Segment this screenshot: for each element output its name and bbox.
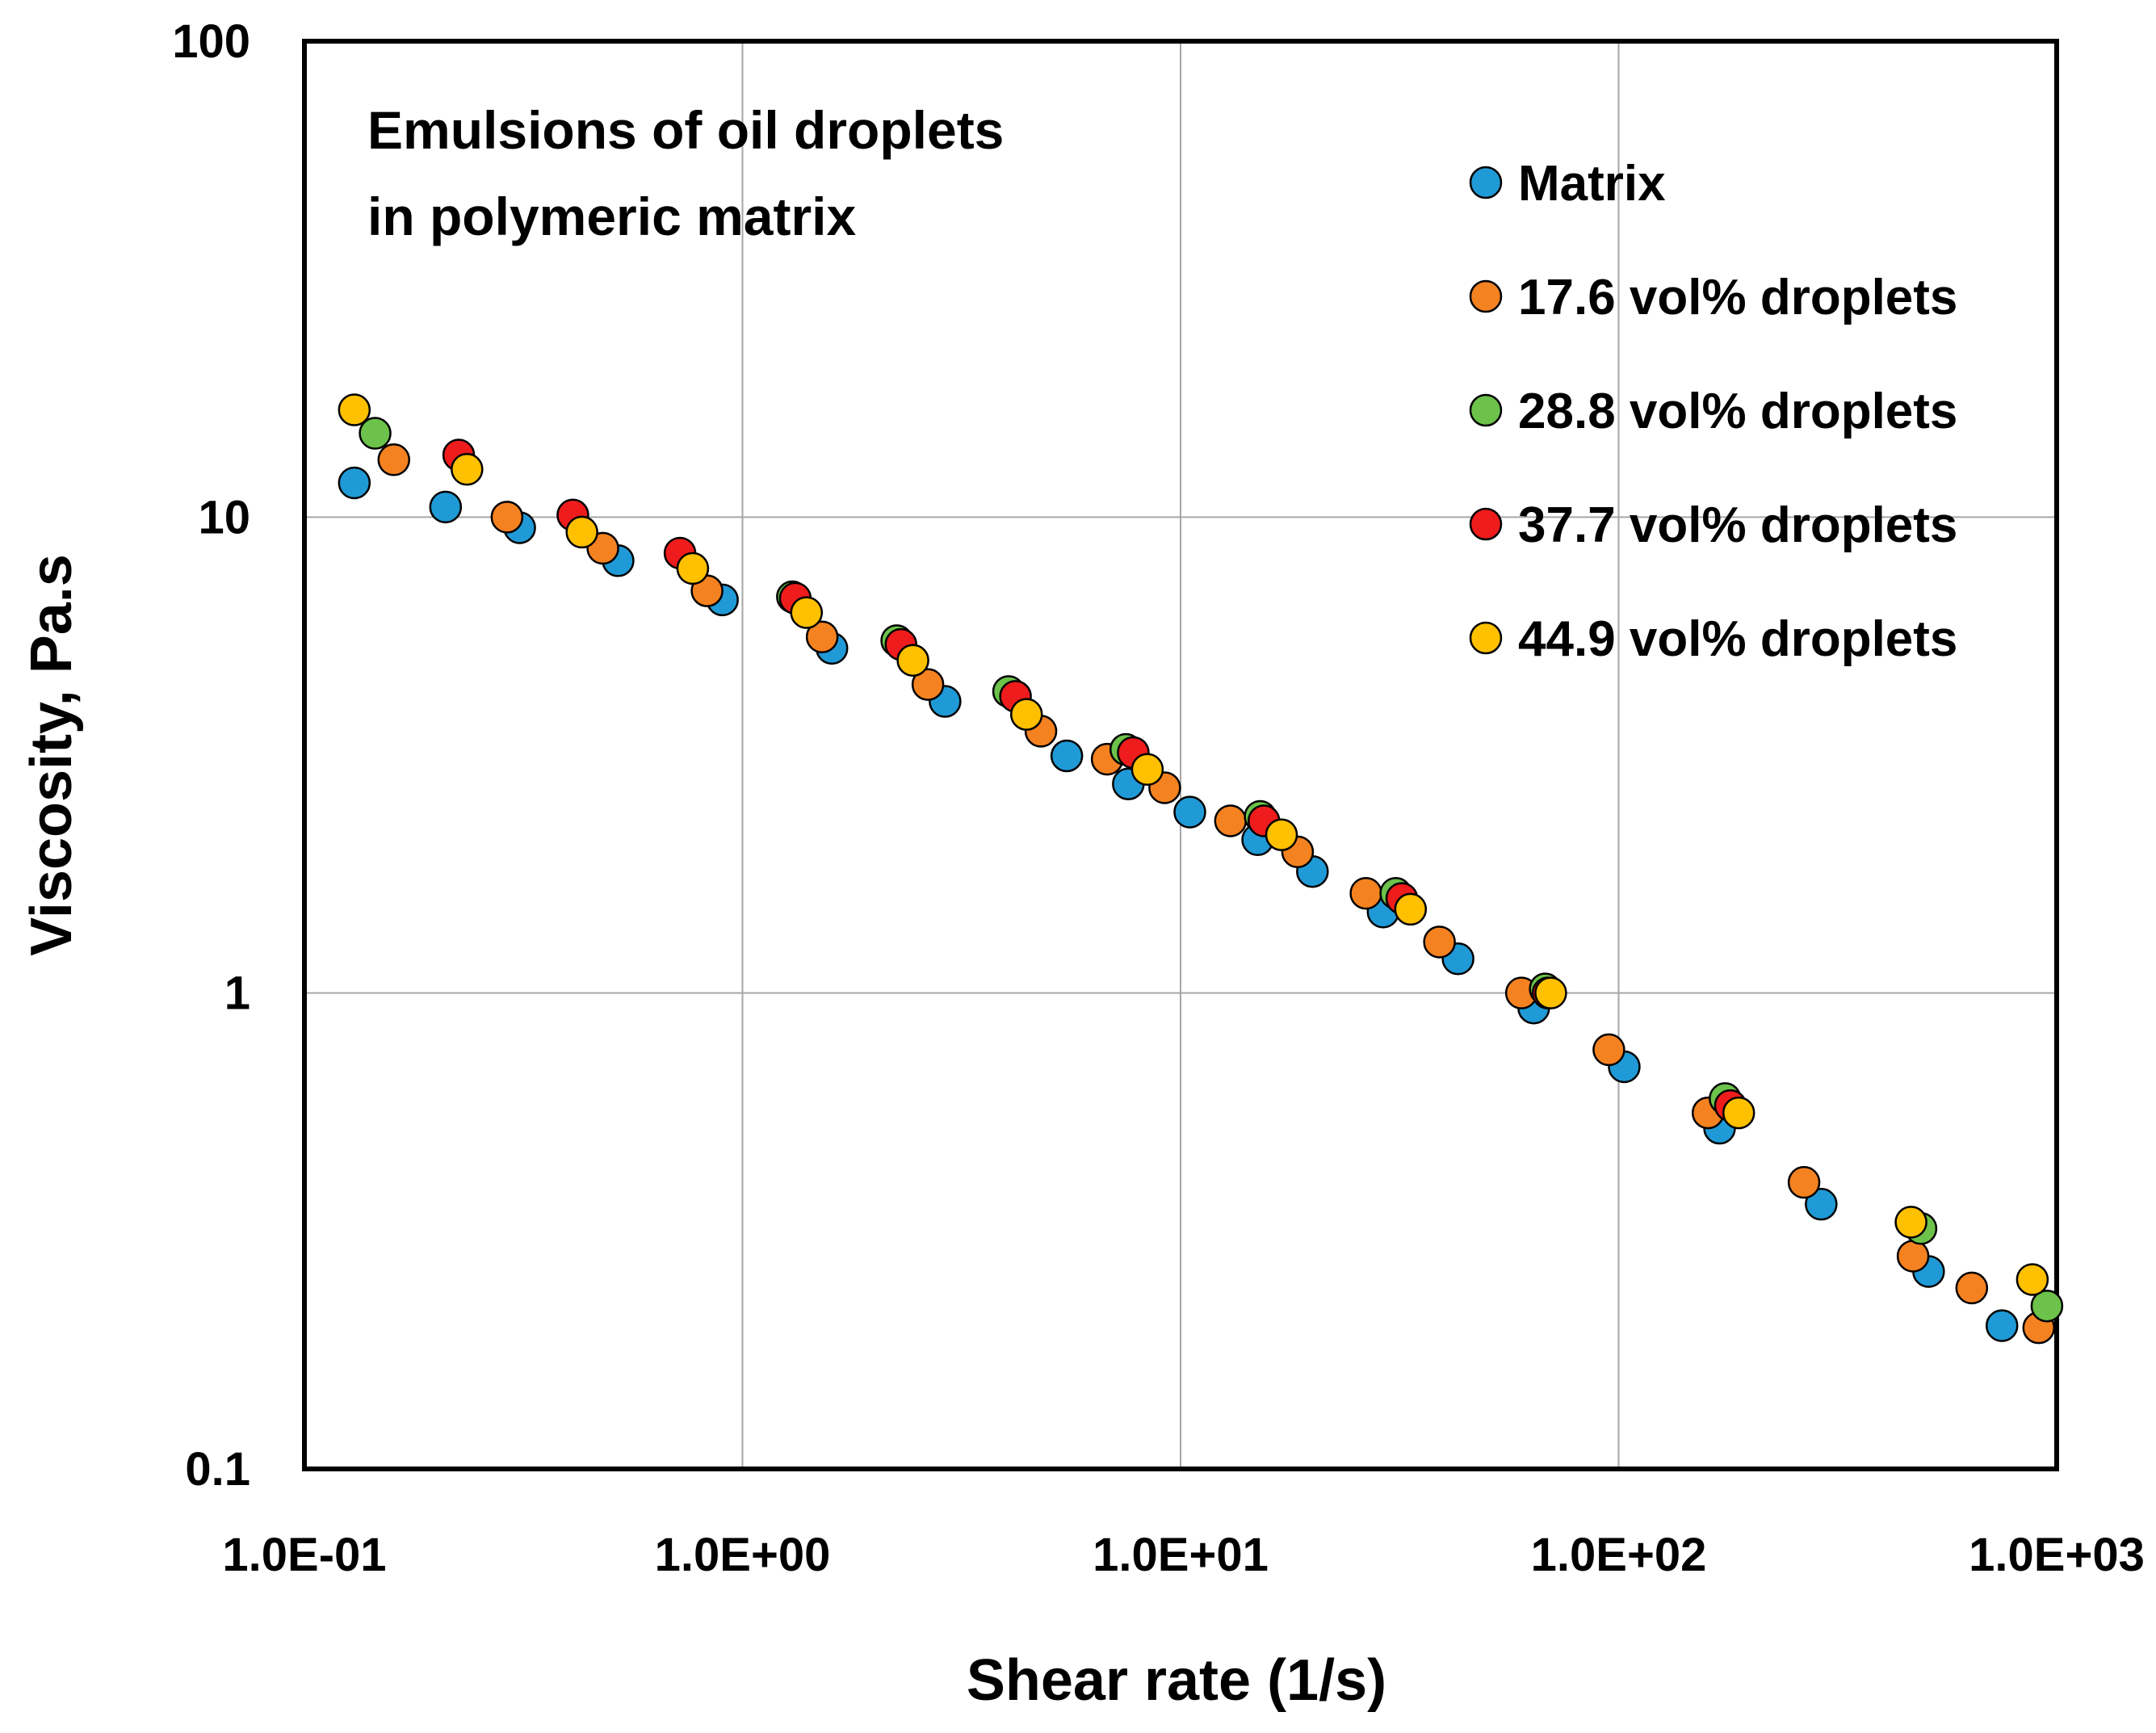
y-tick-label: 10 [198,491,250,543]
legend-label: 17.6 vol% droplets [1518,270,1957,325]
data-point [490,501,524,534]
data-point [1130,753,1164,787]
legend-marker [1469,507,1503,541]
data-point [451,452,484,486]
data-point [1214,804,1248,837]
y-tick-label: 1 [224,967,250,1020]
legend-marker [1469,166,1503,199]
x-tick-label: 1.0E+00 [655,1529,831,1581]
data-point [805,620,839,653]
legend-marker [1469,393,1503,427]
legend-marker [1469,279,1503,313]
data-points [338,393,2064,1345]
data-point [565,515,598,549]
legend-item: Matrix [1469,156,1666,212]
data-point [1805,1187,1838,1221]
legend-item: 44.9 vol% droplets [1469,611,1957,667]
data-point [1896,1240,1930,1273]
data-point [1173,795,1206,829]
x-tick-label: 1.0E+01 [1093,1529,1269,1581]
data-point [911,668,945,701]
legend-item: 17.6 vol% droplets [1469,270,1957,325]
data-point [2030,1289,2064,1323]
legend-label: 44.9 vol% droplets [1518,611,1957,667]
data-point [359,417,392,450]
series-44-9-vol-droplets [338,393,2049,1296]
data-point [2015,1263,2049,1296]
data-point [1722,1096,1755,1130]
x-tick-label: 1.0E+02 [1531,1529,1707,1581]
x-tick-label: 1.0E+03 [1969,1529,2145,1581]
data-point [1394,892,1428,926]
data-point [338,466,371,500]
legend: Matrix 17.6 vol% droplets 28.8 vol% drople… [1469,156,1957,667]
y-axis-label: Viscosity, Pa.s [19,554,84,956]
data-point [1349,876,1382,910]
data-point [338,393,371,426]
data-point [1050,739,1084,773]
data-point [676,552,710,585]
data-point [1985,1309,2019,1342]
axis-tick-labels: 1.0E-01 1.0E+00 1.0E+01 1.0E+02 1.0E+03 0.1 1 1… [172,15,2145,1581]
legend-marker [1469,621,1503,655]
data-point [1592,1033,1625,1067]
legend-item: 37.7 vol% droplets [1469,497,1957,553]
data-point [896,644,929,677]
grid-lines [304,41,2057,1469]
data-point [1265,818,1298,851]
series-17-6-vol-droplets [377,443,2056,1345]
data-point [429,490,463,524]
chart-title-line-1: Emulsions of oil droplets [367,100,1004,160]
y-tick-label: 100 [172,15,250,68]
x-axis-label: Shear rate (1/s) [967,1648,1386,1713]
y-tick-label: 0.1 [185,1443,250,1496]
x-tick-label: 1.0E-01 [222,1529,386,1581]
data-point [1787,1165,1821,1199]
plot-area-frame [302,39,2059,1471]
legend-label: 28.8 vol% droplets [1518,384,1957,439]
chart-title-line-2: in polymeric matrix [367,187,857,246]
legend-item: 28.8 vol% droplets [1469,384,1957,439]
data-point [1955,1271,1989,1305]
data-point [1423,925,1456,959]
data-point [1009,698,1043,731]
data-point [377,443,410,476]
data-point [790,596,824,629]
legend-label: Matrix [1518,156,1666,212]
legend-label: 37.7 vol% droplets [1518,497,1957,553]
data-point [1894,1206,1927,1239]
data-point [1534,976,1567,1009]
